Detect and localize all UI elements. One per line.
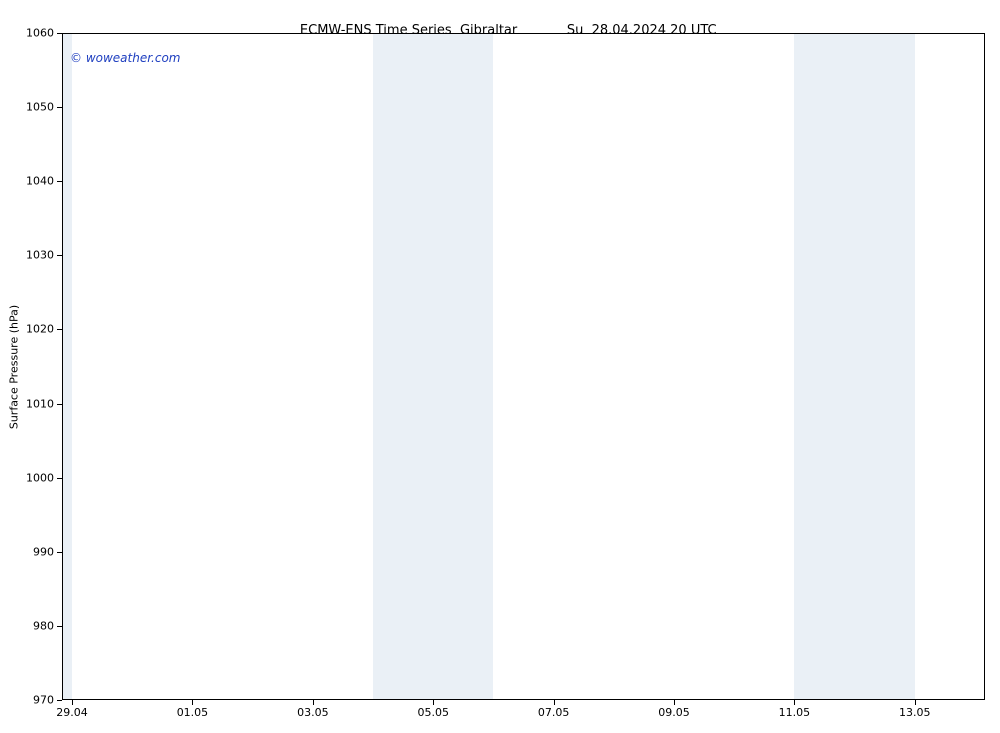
- ytick-label: 1020: [26, 323, 62, 336]
- xtick-label: 29.04: [56, 700, 88, 719]
- pressure-chart: ECMW-ENS Time Series Gibraltar Su 28.04.…: [0, 0, 1000, 733]
- xtick-label: 13.05: [899, 700, 931, 719]
- xtick-label: 05.05: [417, 700, 449, 719]
- ytick-label: 1030: [26, 249, 62, 262]
- plot-area: © woweather.com Surface Pressure (hPa) 9…: [62, 33, 985, 700]
- xtick-label: 11.05: [779, 700, 811, 719]
- ytick-label: 1060: [26, 27, 62, 40]
- xtick-label: 09.05: [658, 700, 690, 719]
- plot-border: [62, 33, 985, 700]
- xtick-label: 07.05: [538, 700, 570, 719]
- ytick-label: 980: [33, 619, 62, 632]
- ytick-label: 1040: [26, 175, 62, 188]
- ytick-label: 1000: [26, 471, 62, 484]
- xtick-label: 01.05: [177, 700, 209, 719]
- ytick-label: 990: [33, 545, 62, 558]
- xtick-label: 03.05: [297, 700, 329, 719]
- ytick-label: 1010: [26, 397, 62, 410]
- yaxis-label: Surface Pressure (hPa): [8, 304, 21, 428]
- watermark: © woweather.com: [70, 51, 181, 65]
- ytick-label: 1050: [26, 101, 62, 114]
